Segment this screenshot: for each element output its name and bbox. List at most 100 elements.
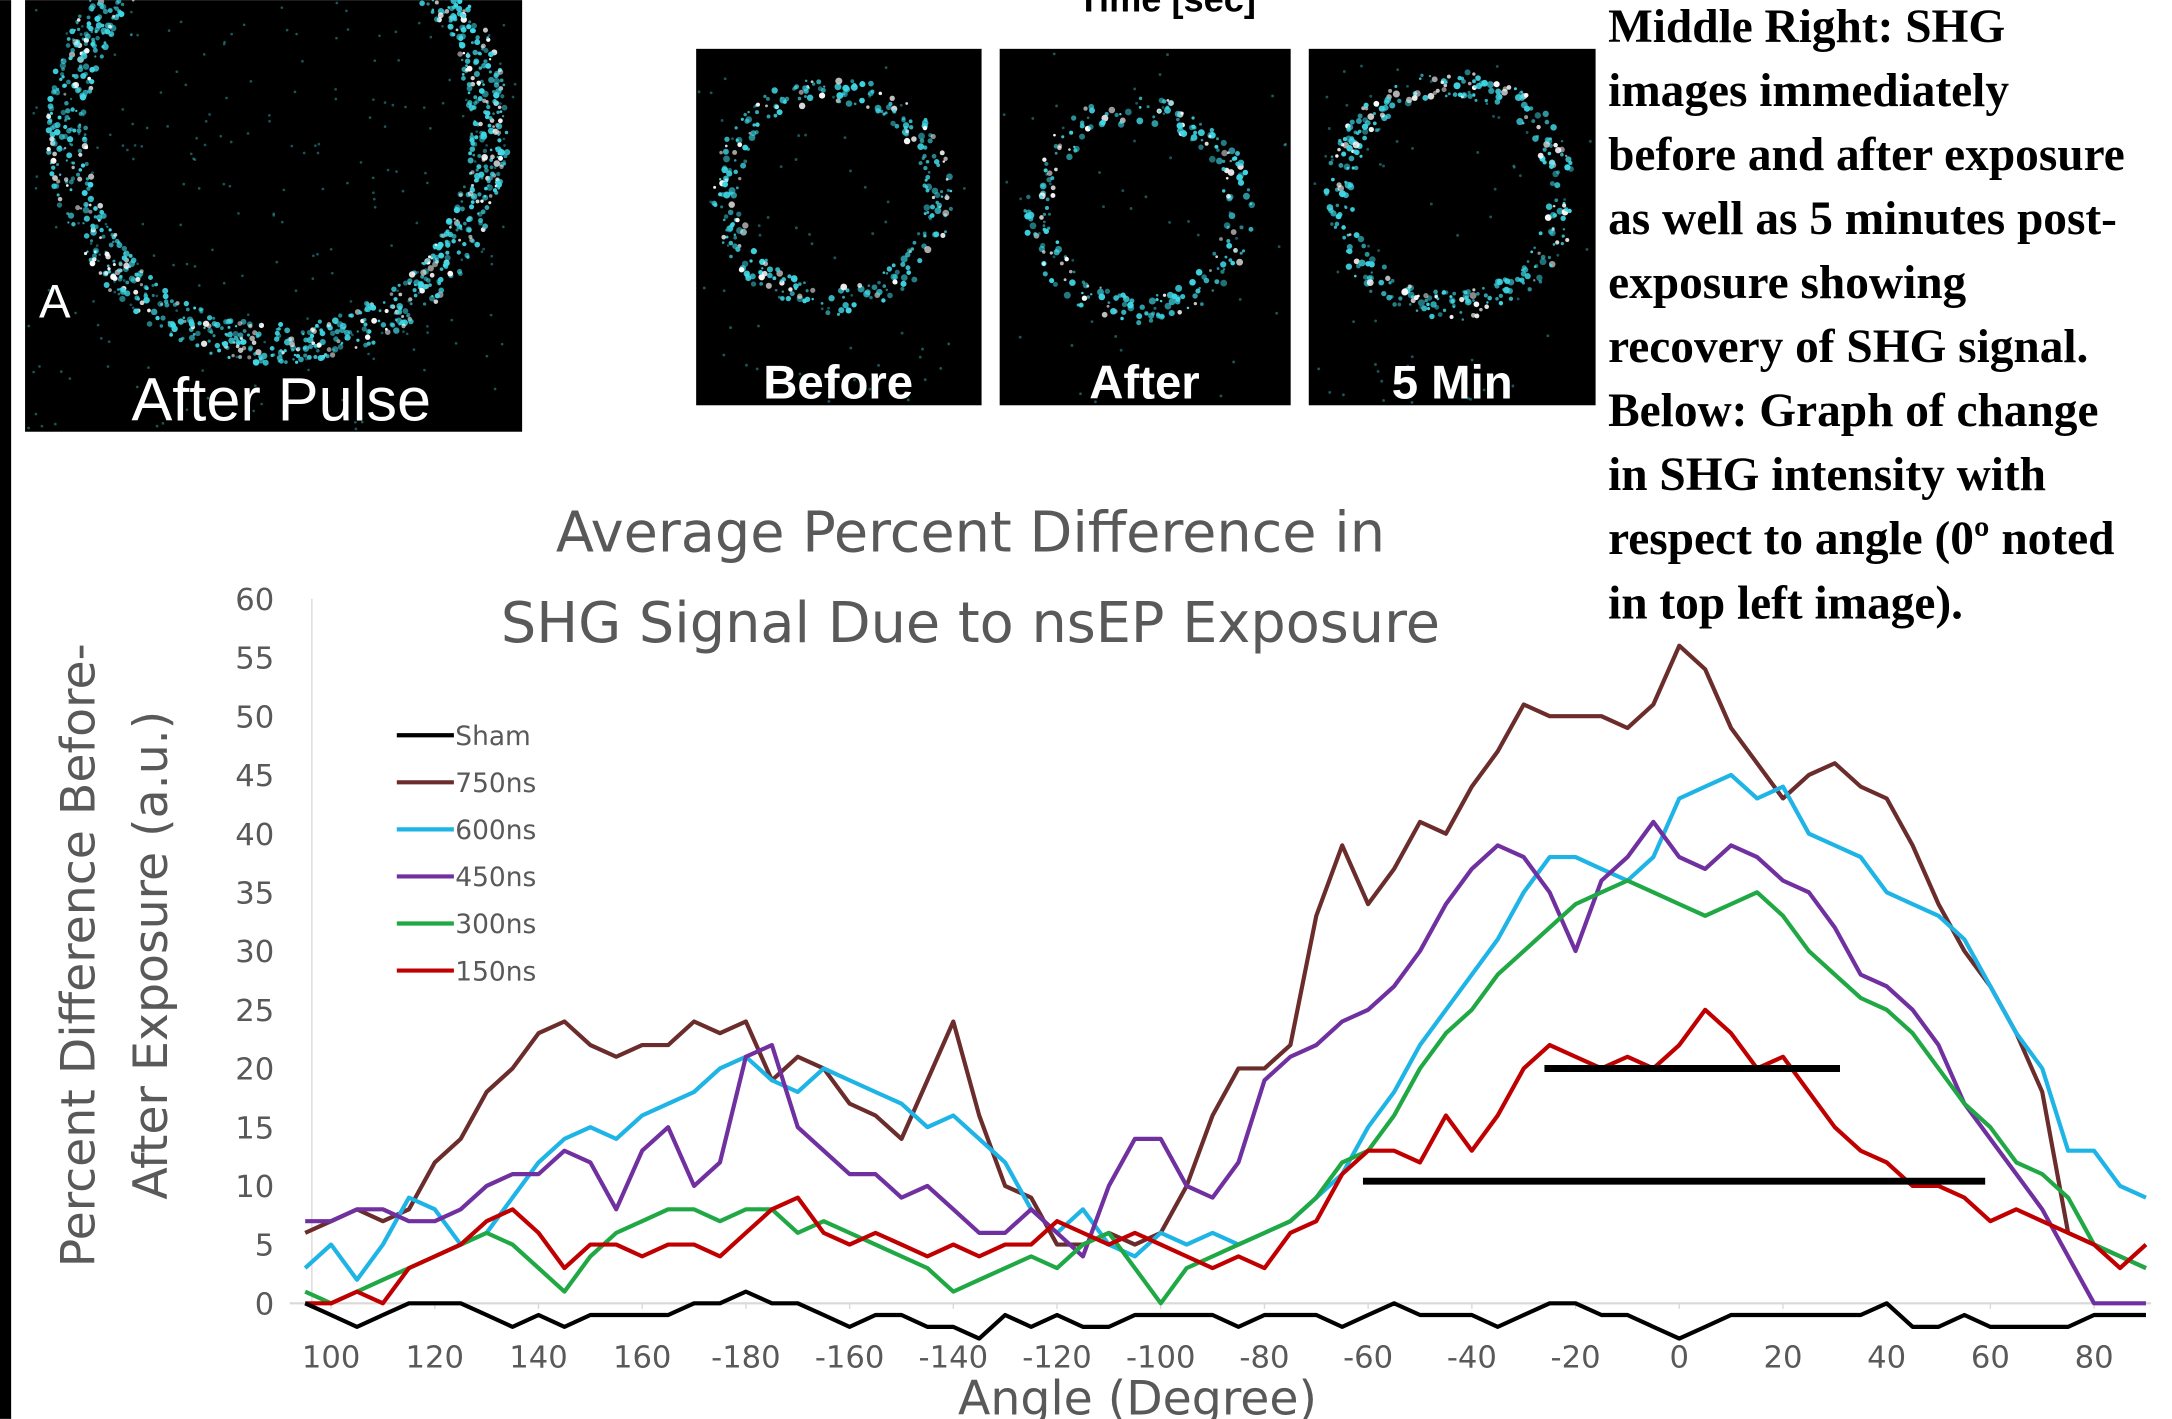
speckle (1136, 320, 1142, 326)
speckle (1068, 269, 1073, 274)
speckle (49, 171, 55, 177)
speckle (1337, 185, 1345, 192)
speckle (419, 0, 425, 7)
speckle (429, 127, 432, 130)
speckle (404, 105, 407, 109)
speckle (326, 347, 332, 353)
speckle (441, 24, 444, 28)
speckle (1155, 298, 1159, 302)
speckle (197, 187, 201, 190)
speckle (236, 338, 240, 341)
speckle (949, 189, 953, 193)
speckle (409, 302, 413, 306)
speckle (853, 102, 857, 106)
speckle (260, 402, 263, 406)
speckle (1031, 116, 1035, 120)
speckle (1024, 229, 1031, 236)
speckle (892, 279, 898, 285)
speckle (139, 269, 144, 274)
speckle (1423, 293, 1429, 299)
speckle (359, 161, 363, 164)
x-tick-label: -120 (1022, 1340, 1092, 1375)
speckle (884, 220, 888, 224)
speckle (850, 293, 854, 297)
speckle (229, 140, 233, 144)
speckle (466, 227, 472, 233)
speckle (238, 355, 242, 359)
speckle (460, 200, 464, 203)
speckle (331, 346, 339, 353)
speckle (1160, 314, 1165, 319)
series-line (304, 643, 2147, 1270)
speckle (798, 372, 802, 376)
speckle (89, 260, 96, 267)
speckle (102, 8, 109, 15)
speckle (169, 331, 173, 334)
speckle (434, 293, 440, 299)
speckle (1151, 120, 1159, 127)
speckle (419, 287, 423, 291)
speckle (1242, 192, 1250, 200)
speckle (483, 59, 488, 64)
speckle (107, 269, 112, 274)
speckle (1061, 126, 1065, 130)
speckle (88, 173, 95, 180)
speckle (709, 91, 713, 95)
speckle (504, 130, 509, 135)
speckle (1081, 295, 1088, 301)
speckle (475, 130, 479, 133)
speckle (1516, 118, 1524, 126)
speckle (1585, 247, 1589, 251)
speckle (145, 126, 149, 130)
speckle (51, 140, 58, 147)
speckle (248, 345, 254, 351)
speckle (391, 286, 397, 292)
speckle (803, 281, 806, 285)
speckle (724, 136, 730, 142)
speckle (928, 214, 933, 219)
speckle (879, 109, 884, 114)
speckle (802, 298, 807, 304)
speckle (503, 154, 508, 159)
speckle (470, 186, 474, 190)
speckle (401, 314, 405, 318)
speckle (838, 100, 842, 104)
speckle (1061, 135, 1065, 139)
speckle (406, 313, 411, 317)
speckle (1524, 273, 1531, 280)
speckle (1230, 260, 1236, 266)
speckle (1053, 144, 1059, 149)
speckle (326, 322, 332, 327)
speckle (63, 177, 69, 182)
speckle (1568, 160, 1573, 166)
speckle (722, 353, 726, 357)
speckle (924, 178, 928, 182)
speckle (798, 102, 806, 110)
speckle (444, 8, 450, 14)
speckle (930, 204, 936, 210)
speckle (808, 233, 811, 236)
speckle (1385, 113, 1392, 120)
speckle (439, 233, 444, 238)
speckle (1434, 304, 1440, 310)
speckle (268, 119, 271, 123)
speckle (241, 274, 244, 278)
speckle (1069, 130, 1074, 135)
speckle (93, 206, 98, 211)
speckle (1203, 277, 1210, 284)
speckle (1223, 222, 1231, 229)
speckle (58, 133, 65, 140)
speckle (363, 300, 370, 307)
speckle (412, 288, 417, 293)
speckle (488, 70, 492, 74)
speckle (502, 137, 506, 141)
speckle (766, 216, 770, 219)
speckle (483, 47, 489, 54)
speckle (1346, 144, 1353, 152)
speckle (261, 352, 268, 360)
speckle (396, 309, 403, 315)
speckle (461, 114, 465, 118)
speckle (133, 144, 137, 147)
speckle (718, 192, 723, 197)
speckle (1214, 279, 1220, 285)
